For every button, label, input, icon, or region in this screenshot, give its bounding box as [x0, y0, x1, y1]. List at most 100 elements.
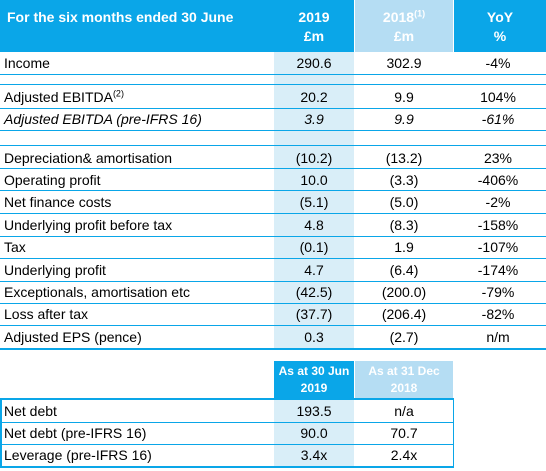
row-value-yoy: 104% — [480, 89, 516, 105]
row-value-2018: (3.3) — [389, 172, 419, 188]
header-yoy-cell: YoY % — [454, 0, 546, 52]
balance-value-2019: 90.0 — [300, 425, 328, 441]
header-2018-year: 2018(1) — [382, 8, 426, 25]
row-label: Tax — [4, 239, 26, 255]
header-2018-cell: 2018(1) £m — [355, 0, 453, 52]
row-value-2018: 9.9 — [394, 111, 414, 127]
balance-header-2019-line2: 2019 — [300, 381, 328, 395]
row-value-2019: 20.2 — [300, 89, 328, 105]
row-value-2018: (206.4) — [381, 306, 427, 322]
row-divider — [0, 168, 546, 169]
row-value-2019: 4.7 — [304, 262, 324, 278]
row-value-yoy: -406% — [477, 172, 519, 188]
row-value-2018: (8.3) — [389, 217, 419, 233]
row-value-2019: 10.0 — [300, 172, 328, 188]
balance-header-2018-line2: 2018 — [390, 381, 418, 395]
balance-value-2018: n/a — [394, 403, 414, 419]
row-divider — [0, 84, 546, 85]
row-value-yoy: -2% — [485, 194, 511, 210]
balance-left-rule — [0, 398, 2, 468]
balance-right-rule — [453, 398, 454, 468]
row-value-2018: (6.4) — [389, 262, 419, 278]
row-divider — [0, 145, 546, 146]
column-2019-shade — [274, 398, 354, 467]
balance-row-label: Net debt — [4, 403, 57, 419]
header-2019-year: 2019 — [298, 9, 330, 25]
balance-value-2018: 2.4x — [390, 447, 418, 463]
row-label: Adjusted EBITDA(2) — [4, 88, 124, 105]
row-value-yoy: -79% — [481, 284, 515, 300]
row-value-yoy: -4% — [485, 55, 511, 71]
row-divider — [0, 108, 546, 109]
row-label: Adjusted EPS (pence) — [4, 329, 142, 345]
column-2019-shade — [274, 52, 354, 350]
header-2018-unit: £m — [393, 28, 415, 44]
row-label: Adjusted EBITDA (pre-IFRS 16) — [4, 111, 202, 127]
row-value-2019: (10.2) — [295, 150, 333, 166]
row-label: Underlying profit — [4, 262, 106, 278]
header-yoy-unit: % — [493, 28, 507, 44]
row-value-2019: 3.9 — [304, 111, 324, 127]
row-value-yoy: -82% — [481, 306, 515, 322]
row-value-yoy: -174% — [477, 262, 519, 278]
row-value-2019: (5.1) — [299, 194, 329, 210]
header-2018-footnote: (1) — [414, 8, 426, 19]
row-divider — [0, 213, 546, 214]
row-footnote: (2) — [112, 88, 124, 99]
row-label: Net finance costs — [4, 194, 112, 210]
header-2019-unit: £m — [303, 28, 325, 44]
table-bottom-rule — [0, 348, 546, 350]
row-divider — [0, 444, 453, 445]
balance-row-label: Leverage (pre-IFRS 16) — [4, 447, 152, 463]
row-value-2018: (5.0) — [389, 194, 419, 210]
row-value-2019: (0.1) — [299, 239, 329, 255]
row-value-2019: 4.8 — [304, 217, 324, 233]
row-value-yoy: -61% — [481, 111, 515, 127]
row-divider — [0, 130, 546, 131]
balance-header-2019-line1: As at 30 Jun — [278, 364, 350, 378]
row-divider — [0, 281, 546, 282]
balance-header-2018: As at 31 Dec 2018 — [355, 361, 453, 398]
row-divider — [0, 258, 546, 259]
row-divider — [0, 190, 546, 191]
header-period: For the six months ended 30 June — [7, 9, 234, 25]
row-value-yoy: -158% — [477, 217, 519, 233]
row-value-2019: 0.3 — [304, 329, 324, 345]
row-value-yoy: -107% — [477, 239, 519, 255]
balance-top-rule — [0, 398, 453, 400]
row-value-2018: (200.0) — [381, 284, 427, 300]
balance-value-2019: 193.5 — [296, 403, 332, 419]
balance-value-2019: 3.4x — [300, 447, 328, 463]
row-value-yoy: n/m — [486, 329, 510, 345]
row-value-2018: 9.9 — [394, 89, 414, 105]
balance-row-label: Net debt (pre-IFRS 16) — [4, 425, 147, 441]
row-value-yoy: 23% — [483, 150, 513, 166]
row-value-2018: 302.9 — [386, 55, 422, 71]
row-divider — [0, 303, 546, 304]
row-divider — [0, 325, 546, 326]
row-divider — [0, 74, 546, 75]
row-divider — [0, 236, 546, 237]
row-value-2019: 290.6 — [296, 55, 332, 71]
header-period-cell: For the six months ended 30 June — [0, 0, 274, 52]
row-label: Operating profit — [4, 172, 101, 188]
header-2019-cell: 2019 £m — [274, 0, 354, 52]
header-divider — [453, 0, 454, 52]
row-label: Income — [4, 55, 50, 71]
balance-value-2018: 70.7 — [390, 425, 418, 441]
row-value-2018: (13.2) — [385, 150, 423, 166]
row-value-2018: (2.7) — [389, 329, 419, 345]
row-label: Underlying profit before tax — [4, 217, 173, 233]
row-value-2018: 1.9 — [394, 239, 414, 255]
balance-bottom-rule — [0, 466, 453, 468]
row-value-2019: (42.5) — [295, 284, 333, 300]
balance-header-2019: As at 30 Jun 2019 — [274, 361, 354, 398]
balance-header-2018-line1: As at 31 Dec — [368, 364, 440, 378]
row-label: Depreciation& amortisation — [4, 150, 173, 166]
header-yoy: YoY — [486, 9, 514, 25]
header-divider — [354, 0, 355, 52]
row-divider — [0, 422, 453, 423]
row-label: Exceptionals, amortisation etc — [4, 284, 190, 300]
row-label: Loss after tax — [4, 306, 89, 322]
row-value-2019: (37.7) — [295, 306, 333, 322]
